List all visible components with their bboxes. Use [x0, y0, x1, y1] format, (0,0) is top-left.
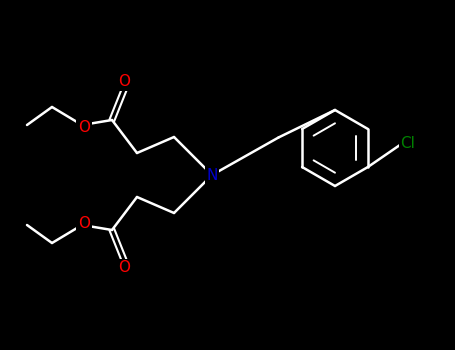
- Text: O: O: [78, 119, 90, 134]
- Text: N: N: [206, 168, 217, 182]
- Text: O: O: [118, 260, 130, 275]
- Text: O: O: [78, 216, 90, 231]
- Text: O: O: [118, 75, 130, 90]
- Text: Cl: Cl: [400, 135, 415, 150]
